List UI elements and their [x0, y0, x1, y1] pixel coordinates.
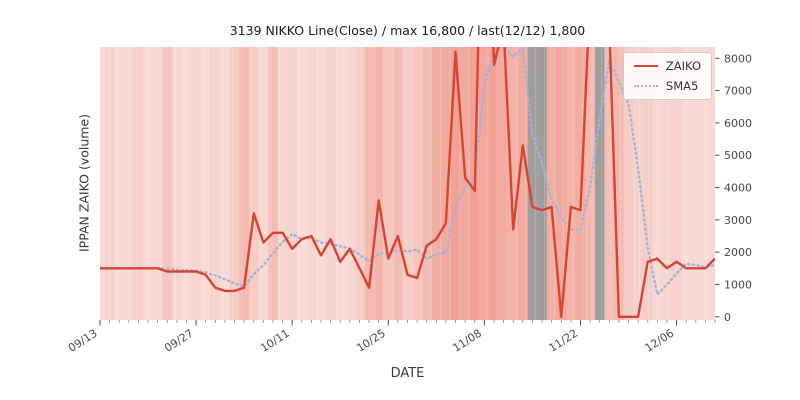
red-band — [450, 47, 461, 320]
red-band — [100, 47, 105, 320]
y-tick-label: 0 — [724, 311, 731, 324]
red-band — [248, 47, 259, 320]
red-band — [566, 47, 576, 320]
red-band — [364, 47, 374, 320]
red-band — [671, 47, 682, 320]
red-band — [441, 47, 451, 320]
zaiko-line-sample — [633, 65, 658, 67]
x-tick-label: 11/08 — [450, 327, 484, 355]
red-band — [623, 47, 634, 320]
legend-entry-sma5: SMA5 — [633, 79, 701, 93]
y-tick-label: 7000 — [724, 85, 752, 98]
red-band — [690, 47, 701, 320]
sma5-line-sample — [633, 85, 658, 87]
red-band — [479, 47, 490, 320]
red-band — [402, 47, 413, 320]
x-tick-label: 09/13 — [66, 327, 100, 355]
red-band — [662, 47, 672, 320]
x-tick-label: 09/27 — [162, 327, 196, 355]
red-band — [345, 47, 355, 320]
red-band — [652, 47, 663, 320]
x-tick-label: 12/06 — [643, 327, 677, 355]
red-band — [710, 47, 715, 320]
red-band — [268, 47, 278, 320]
red-band — [325, 47, 336, 320]
gray-band — [594, 47, 605, 320]
x-tick-label: 10/25 — [354, 327, 388, 355]
red-band — [681, 47, 691, 320]
gray-band — [537, 47, 547, 320]
red-band — [114, 47, 125, 320]
red-band — [277, 47, 288, 320]
plot-area — [100, 47, 715, 320]
red-band — [575, 47, 586, 320]
legend-label-sma5: SMA5 — [665, 79, 699, 93]
red-band — [152, 47, 163, 320]
red-band — [373, 47, 384, 320]
red-band — [460, 47, 470, 320]
red-band — [287, 47, 297, 320]
red-band — [124, 47, 134, 320]
red-band — [604, 47, 615, 320]
legend: ZAIKO SMA5 — [622, 52, 712, 100]
red-band — [143, 47, 153, 320]
red-band — [556, 47, 567, 320]
y-tick-label: 2000 — [724, 246, 752, 259]
y-axis-label: IPPAN ZAIKO (volume) — [76, 113, 92, 253]
red-band — [383, 47, 394, 320]
red-band — [316, 47, 326, 320]
red-band — [700, 47, 711, 320]
x-axis-label: DATE — [390, 366, 425, 381]
red-band — [200, 47, 211, 320]
legend-label-zaiko: ZAIKO — [665, 59, 701, 73]
red-band — [172, 47, 182, 320]
red-band — [421, 47, 432, 320]
red-band — [498, 47, 509, 320]
red-band — [354, 47, 365, 320]
y-tick-label: 6000 — [724, 117, 752, 130]
red-band — [104, 47, 115, 320]
y-tick-label: 3000 — [724, 214, 752, 227]
chart-title: 3139 NIKKO Line(Close) / max 16,800 / la… — [229, 23, 586, 38]
red-band — [229, 47, 240, 320]
red-band — [239, 47, 249, 320]
y-tick-label: 4000 — [724, 182, 752, 195]
y-tick-label: 5000 — [724, 149, 752, 162]
red-band — [335, 47, 346, 320]
red-band — [181, 47, 192, 320]
y-tick-label: 8000 — [724, 52, 752, 65]
red-band — [133, 47, 144, 320]
red-band — [546, 47, 557, 320]
legend-entry-zaiko: ZAIKO — [633, 59, 701, 73]
red-band — [393, 47, 403, 320]
x-tick-label: 10/11 — [258, 327, 292, 355]
red-band — [162, 47, 173, 320]
red-band — [642, 47, 653, 320]
y-tick-label: 1000 — [724, 278, 752, 291]
red-band — [489, 47, 499, 320]
red-band — [431, 47, 442, 320]
gray-band — [527, 47, 538, 320]
red-band — [633, 47, 643, 320]
red-band — [306, 47, 317, 320]
red-band — [508, 47, 519, 320]
red-band — [210, 47, 221, 320]
red-band — [614, 47, 624, 320]
red-band — [220, 47, 230, 320]
sma5-line — [137, 47, 715, 297]
red-band — [191, 47, 201, 320]
zaiko-line — [100, 47, 715, 318]
red-band — [258, 47, 269, 320]
red-band — [412, 47, 422, 320]
red-band — [296, 47, 307, 320]
x-tick-label: 11/22 — [546, 327, 580, 355]
red-band — [518, 47, 528, 320]
